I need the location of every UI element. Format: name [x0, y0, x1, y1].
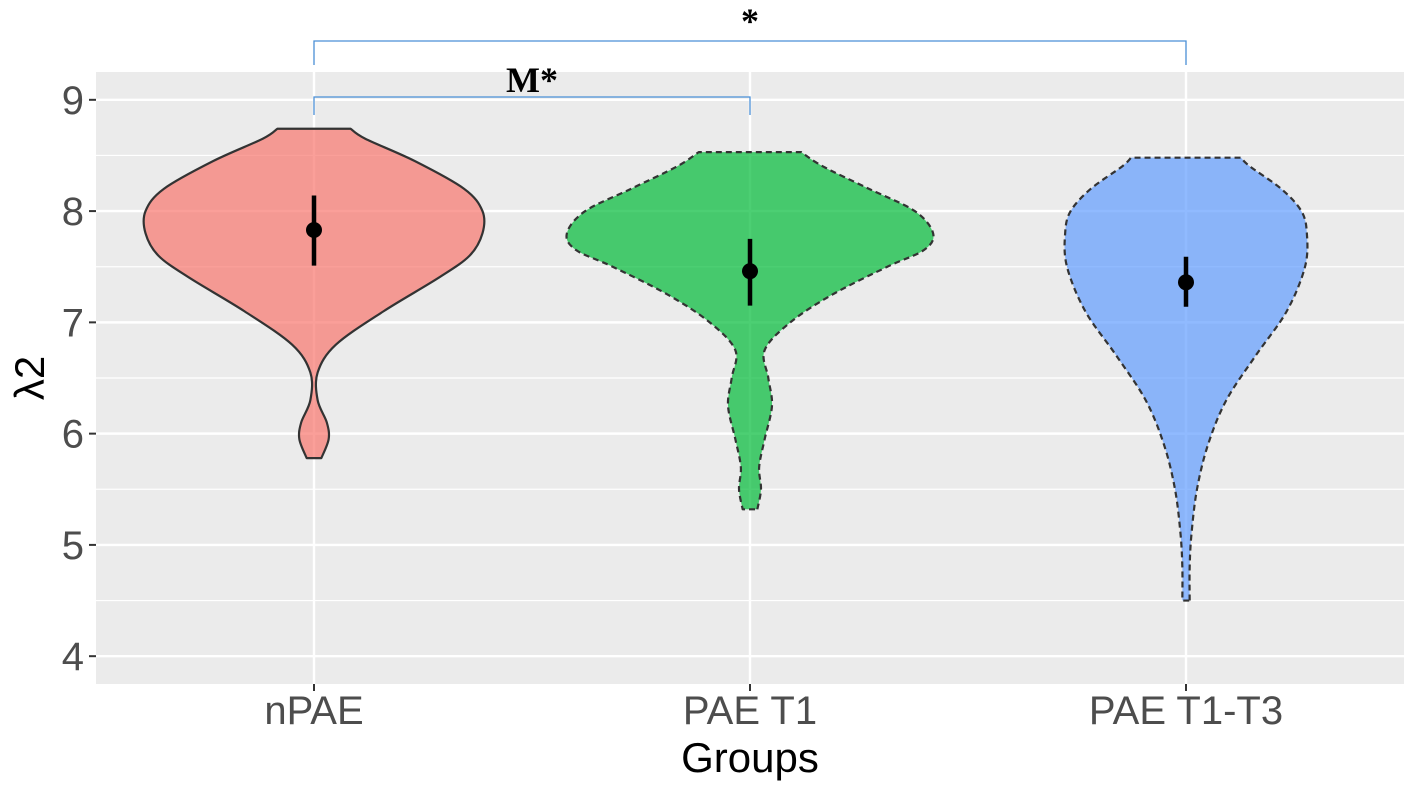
y-tick-label: 6: [62, 413, 84, 457]
violins: [142, 127, 1309, 602]
mean-error-bars: [306, 195, 1194, 307]
x-tick-label: PAE T1-T3: [1089, 689, 1283, 733]
violin-shape: [565, 151, 935, 511]
significance-label: M*: [506, 60, 558, 100]
y-tick-label: 4: [62, 635, 84, 679]
violin-shape: [142, 127, 486, 460]
mean-point: [306, 222, 322, 239]
y-tick-label: 9: [62, 79, 84, 123]
significance-bracket: [313, 40, 1187, 65]
y-axis-ticks: 4 5 6 7 8 9: [62, 79, 96, 679]
x-axis-ticks: nPAE PAE T1 PAE T1-T3: [264, 684, 1283, 733]
violin-shape: [1063, 156, 1309, 602]
significance-bracket: [313, 96, 751, 115]
x-tick-label: nPAE: [264, 689, 363, 733]
y-tick-label: 8: [62, 190, 84, 234]
x-tick-label: PAE T1: [683, 689, 817, 733]
mean-point: [1178, 274, 1194, 291]
significance-brackets: M* *: [313, 1, 1187, 115]
y-axis-title: λ2: [6, 356, 53, 400]
y-tick-label: 7: [62, 301, 84, 345]
mean-point: [742, 263, 758, 280]
y-tick-label: 5: [62, 524, 84, 568]
x-axis-title: Groups: [681, 734, 819, 781]
significance-label: *: [741, 1, 759, 41]
